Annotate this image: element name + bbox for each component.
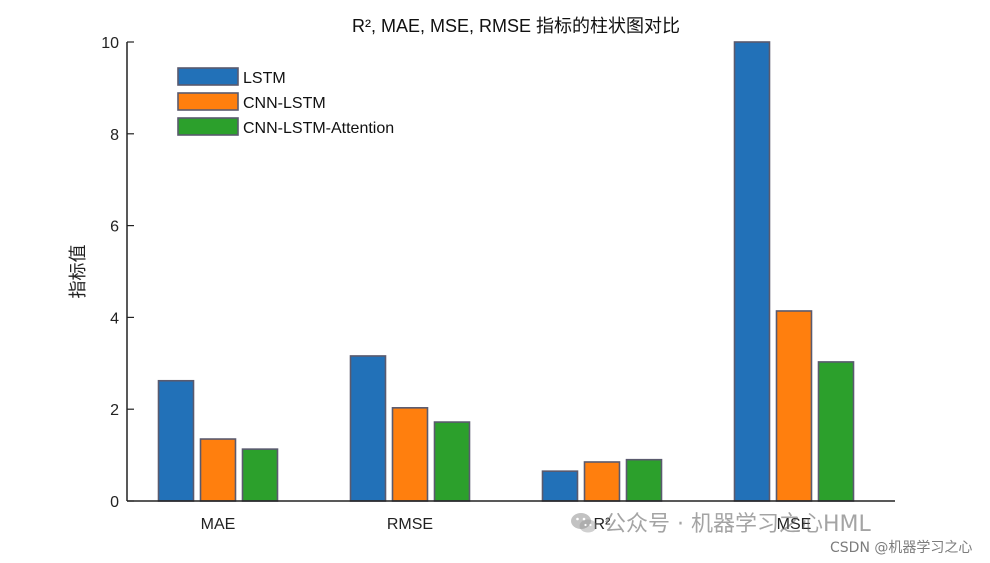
bar-cnn-lstm-0 [199,438,237,502]
y-tick-label: 8 [110,127,119,144]
y-tick-label: 4 [110,310,119,327]
y-tick-label: 6 [110,219,119,236]
y-tick-label: 0 [110,494,119,511]
bar-lstm-1 [349,355,387,502]
wechat-icon [571,513,597,533]
bar-cnn-lstm-attention-0 [241,448,279,502]
x-tick-label: RMSE [387,516,433,533]
watermark: 公众号 · 机器学习之心HML [570,506,871,538]
y-tick-label: 2 [110,402,119,419]
legend-label: LSTM [243,70,286,87]
legend-label: CNN-LSTM-Attention [243,120,394,137]
watermark-source: CSDN @机器学习之心 [830,540,973,556]
y-axis-label: 指标值 [68,245,88,299]
legend-label: CNN-LSTM [243,95,326,112]
chart-title: R², MAE, MSE, RMSE 指标的柱状图对比 [352,16,680,36]
legend-swatch [177,117,239,136]
legend-swatch [177,67,239,86]
bar-lstm-0 [157,379,195,502]
watermark-text: 公众号 · 机器学习之心HML [604,512,871,537]
y-tick-label: 10 [101,35,119,52]
bar-cnn-lstm-2 [583,461,621,502]
bar-cnn-lstm-3 [775,310,813,502]
bar-lstm-3 [733,41,771,502]
legend-swatch [177,92,239,111]
x-tick-label: R² [594,516,612,533]
bar-cnn-lstm-attention-3 [817,361,855,502]
x-tick-label: MSE [777,516,812,533]
bar-cnn-lstm-attention-2 [625,458,663,502]
bar-cnn-lstm-attention-1 [433,421,471,502]
x-tick-label: MAE [201,516,236,533]
bar-lstm-2 [541,470,579,502]
bar-cnn-lstm-1 [391,407,429,502]
